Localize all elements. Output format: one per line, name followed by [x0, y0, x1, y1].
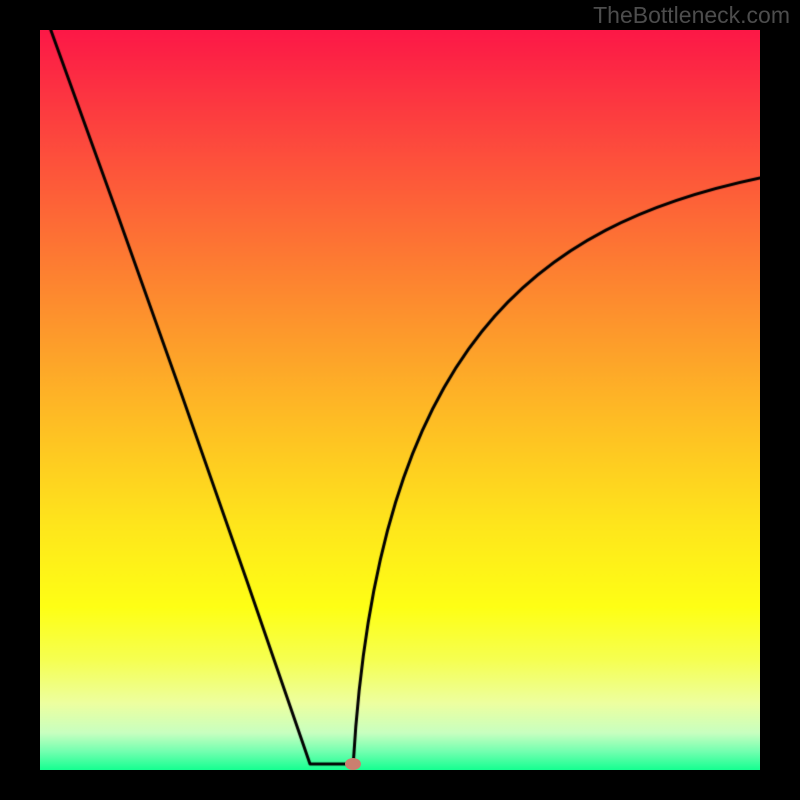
watermark-text: TheBottleneck.com: [593, 2, 790, 29]
bottleneck-curve: [40, 30, 760, 770]
chart-stage: TheBottleneck.com: [0, 0, 800, 800]
